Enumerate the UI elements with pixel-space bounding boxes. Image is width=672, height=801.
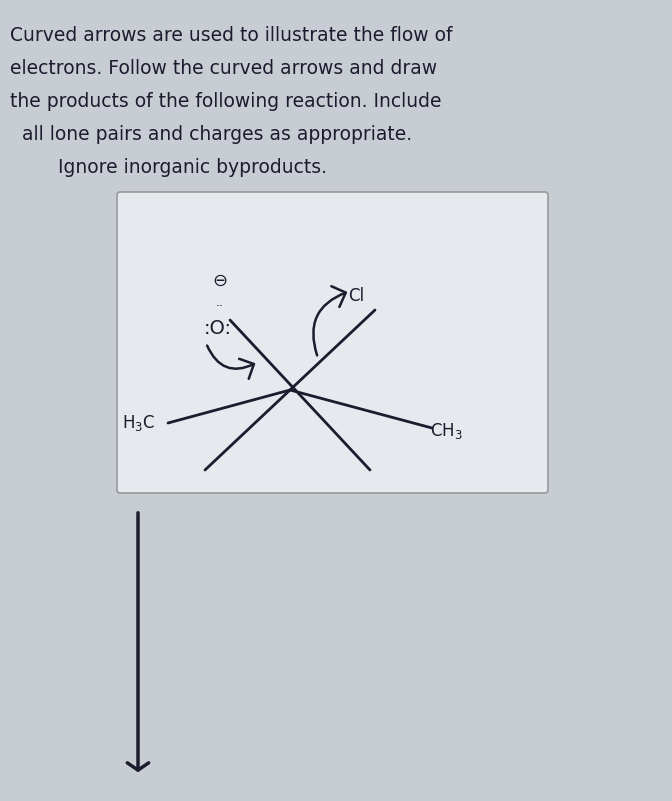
Text: electrons. Follow the curved arrows and draw: electrons. Follow the curved arrows and … — [10, 59, 437, 78]
Text: Cl: Cl — [348, 287, 364, 305]
Text: the products of the following reaction. Include: the products of the following reaction. … — [10, 92, 442, 111]
Text: H$_3$C: H$_3$C — [122, 413, 155, 433]
Text: :O:: :O: — [204, 320, 232, 339]
Text: Curved arrows are used to illustrate the flow of: Curved arrows are used to illustrate the… — [10, 26, 452, 45]
FancyBboxPatch shape — [117, 192, 548, 493]
Text: ··: ·· — [216, 300, 224, 313]
Text: CH$_3$: CH$_3$ — [430, 421, 463, 441]
Text: all lone pairs and charges as appropriate.: all lone pairs and charges as appropriat… — [10, 125, 412, 144]
FancyArrowPatch shape — [313, 286, 345, 356]
FancyArrowPatch shape — [207, 345, 254, 379]
Text: Ignore inorganic byproducts.: Ignore inorganic byproducts. — [10, 158, 327, 177]
Text: ⊖: ⊖ — [212, 272, 228, 290]
